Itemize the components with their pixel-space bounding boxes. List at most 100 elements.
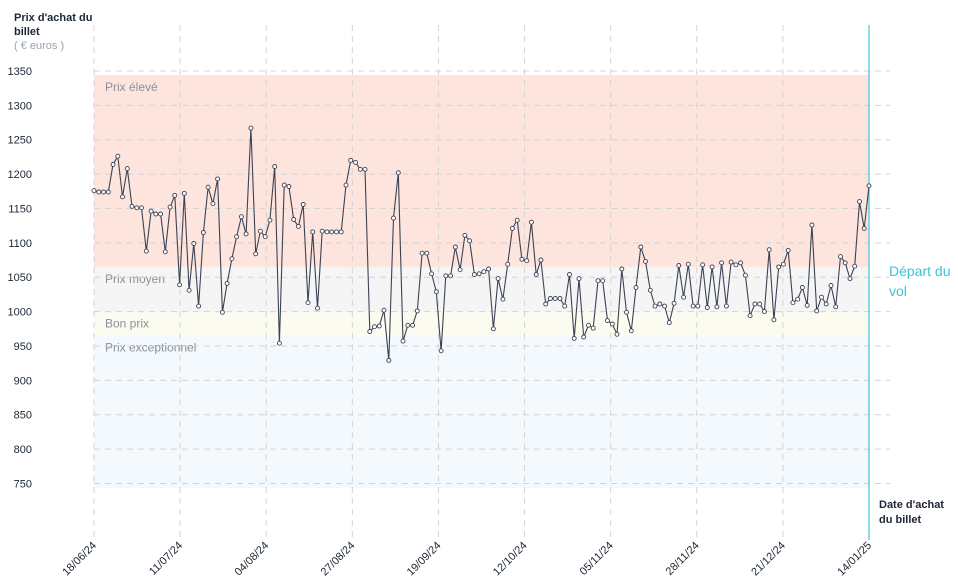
- data-point: [633, 285, 639, 290]
- data-point: [690, 303, 696, 309]
- data-point: [348, 157, 354, 163]
- data-point: [191, 241, 197, 246]
- data-point: [196, 303, 202, 309]
- data-point: [295, 223, 301, 229]
- data-point: [262, 234, 268, 240]
- data-point: [605, 318, 610, 323]
- data-point: [595, 278, 601, 284]
- data-point: [343, 182, 349, 188]
- data-point: [571, 335, 577, 341]
- data-point: [733, 262, 739, 268]
- data-point: [338, 229, 344, 235]
- y-tick-label: 1050: [8, 272, 32, 284]
- data-point: [814, 308, 820, 314]
- data-point: [728, 259, 734, 265]
- data-point: [181, 190, 187, 196]
- data-point: [471, 272, 477, 277]
- data-point: [476, 271, 482, 277]
- data-point: [319, 228, 325, 234]
- data-point: [395, 170, 401, 176]
- data-point: [823, 301, 829, 307]
- data-point: [139, 205, 144, 211]
- data-point: [334, 229, 339, 235]
- data-point: [462, 232, 468, 238]
- y-tick-label: 1350: [8, 66, 32, 78]
- data-point: [367, 329, 373, 334]
- data-point: [219, 309, 225, 315]
- zone-label: Prix élevé: [105, 80, 158, 94]
- data-point: [253, 251, 259, 257]
- data-point: [153, 211, 159, 217]
- data-point: [452, 244, 458, 250]
- data-point: [410, 322, 416, 328]
- data-point: [533, 272, 539, 277]
- y-tick-label: 1200: [8, 169, 32, 181]
- y-tick-label: 1100: [8, 238, 32, 250]
- x-tick-label: 12/10/24: [491, 540, 530, 579]
- data-point: [238, 214, 244, 220]
- y-axis-unit: ( € euros ): [14, 40, 65, 52]
- data-point: [224, 280, 230, 286]
- zone-label: Prix moyen: [105, 272, 165, 286]
- x-tick-label: 05/11/24: [578, 540, 616, 578]
- data-point: [310, 229, 316, 235]
- data-point: [528, 219, 534, 225]
- data-point: [205, 184, 211, 190]
- data-point: [647, 287, 653, 293]
- zone-band: [94, 311, 869, 336]
- data-point: [134, 205, 140, 211]
- data-point: [842, 260, 848, 266]
- data-point: [681, 294, 687, 300]
- data-point: [110, 162, 116, 167]
- data-point: [780, 261, 786, 267]
- data-point: [785, 247, 791, 253]
- data-point: [115, 153, 121, 159]
- data-point: [547, 296, 553, 301]
- data-point: [433, 289, 439, 295]
- data-point: [500, 296, 506, 302]
- data-point: [143, 248, 149, 254]
- zone-band: [94, 75, 869, 267]
- data-point: [353, 159, 358, 165]
- data-point: [429, 271, 435, 277]
- data-point: [652, 303, 658, 309]
- data-point: [590, 325, 596, 331]
- x-tick-label: 21/12/24: [749, 540, 788, 579]
- x-tick-label: 19/09/24: [405, 540, 444, 579]
- data-point: [495, 276, 501, 282]
- data-point: [96, 189, 102, 195]
- data-point: [305, 300, 311, 306]
- data-point: [614, 331, 620, 337]
- data-point: [671, 300, 677, 306]
- data-point: [557, 296, 563, 301]
- data-point: [467, 238, 473, 244]
- data-point: [91, 188, 97, 194]
- data-point: [790, 300, 796, 306]
- x-tick-label: 14/01/25: [835, 540, 874, 579]
- data-point: [120, 194, 125, 200]
- data-point: [719, 260, 725, 266]
- data-point: [162, 249, 168, 255]
- y-tick-label: 850: [14, 410, 32, 422]
- y-tick-label: 750: [14, 478, 32, 490]
- y-tick-label: 1250: [8, 135, 32, 147]
- data-point: [381, 307, 387, 313]
- data-point: [742, 272, 748, 278]
- data-point: [795, 296, 801, 302]
- y-tick-label: 900: [14, 375, 32, 387]
- data-point: [576, 276, 582, 282]
- data-point: [315, 305, 320, 311]
- data-point: [424, 250, 430, 256]
- data-point: [267, 217, 273, 223]
- data-point: [362, 166, 368, 172]
- data-point: [709, 264, 715, 270]
- data-point: [567, 272, 572, 277]
- data-point: [229, 256, 235, 262]
- data-point: [200, 230, 206, 235]
- data-point: [828, 283, 834, 288]
- data-point: [167, 204, 173, 210]
- data-point: [186, 287, 192, 293]
- data-point: [600, 278, 606, 284]
- data-point: [685, 261, 691, 267]
